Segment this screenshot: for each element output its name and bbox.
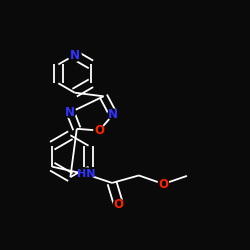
Circle shape: [94, 125, 104, 136]
Text: HN: HN: [77, 170, 96, 179]
Circle shape: [80, 168, 93, 181]
Circle shape: [158, 179, 169, 189]
Circle shape: [113, 199, 124, 210]
Text: O: O: [94, 124, 104, 137]
Text: N: N: [70, 48, 80, 62]
Circle shape: [65, 107, 76, 118]
Text: N: N: [108, 108, 118, 121]
Text: N: N: [66, 106, 76, 119]
Circle shape: [68, 48, 81, 62]
Text: O: O: [114, 198, 124, 211]
Circle shape: [108, 109, 118, 120]
Text: O: O: [158, 178, 168, 190]
